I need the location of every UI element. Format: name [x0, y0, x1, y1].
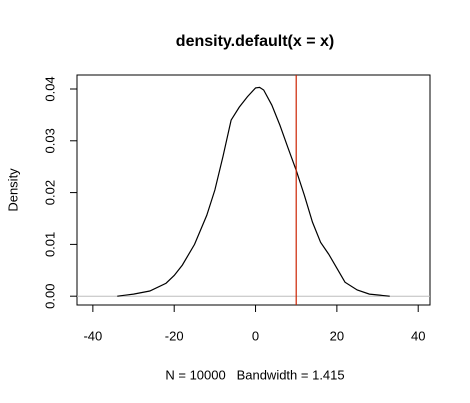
x-tick-label: 20: [330, 328, 344, 343]
density-line: [117, 86, 390, 297]
y-tick-label: 0.02: [42, 180, 57, 205]
x-tick-label: 0: [252, 328, 259, 343]
plot-frame: [76, 74, 431, 306]
x-axis-label: N = 10000 Bandwidth = 1.415: [165, 367, 344, 382]
y-tick-label: 0.00: [42, 284, 57, 309]
y-tick-label: 0.03: [42, 128, 57, 153]
y-tick-label: 0.01: [42, 232, 57, 257]
x-tick-label: -40: [83, 328, 102, 343]
x-tick-label: 40: [411, 328, 425, 343]
y-axis-label: Density: [5, 168, 20, 212]
chart-title: density.default(x = x): [176, 33, 334, 50]
y-tick-label: 0.04: [42, 76, 57, 101]
x-tick-label: -20: [165, 328, 184, 343]
